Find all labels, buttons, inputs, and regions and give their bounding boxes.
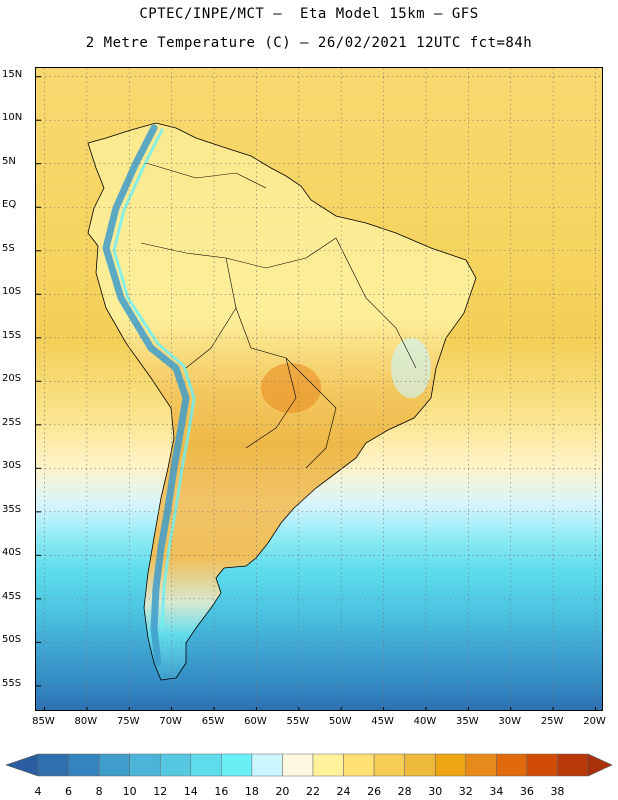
colorbar-swatch	[434, 753, 467, 777]
andes-cold-band	[102, 124, 190, 667]
colorbar-swatch	[37, 753, 69, 777]
lon-label: 50W	[328, 716, 352, 727]
colorbar-swatch	[282, 753, 314, 777]
colorbar-label: 28	[397, 785, 412, 798]
colorbar-label: 32	[458, 785, 473, 798]
colorbar-label: 24	[336, 785, 351, 798]
colorbar-swatch	[98, 753, 130, 777]
lon-label: 45W	[371, 716, 394, 727]
lat-label: 15S	[2, 329, 22, 341]
lat-label: 5N	[2, 155, 16, 167]
lon-label: 30W	[498, 716, 522, 727]
colorbar-label: 10	[122, 785, 137, 798]
colorbar-label: 12	[153, 785, 168, 798]
lat-label: 40S	[2, 547, 22, 559]
lat-label: EQ	[2, 199, 17, 211]
colorbar-label: 6	[65, 785, 73, 798]
colorbar-swatch	[129, 753, 161, 777]
colorbar-swatch	[68, 753, 100, 777]
map-title: CPTEC/INPE/MCT – Eta Model 15km – GFS	[139, 6, 479, 22]
temperature-map	[35, 67, 603, 711]
lat-label: 50S	[2, 634, 22, 646]
lat-label: 5S	[2, 242, 15, 254]
colorbar-label: 18	[244, 785, 259, 798]
lon-label: 70W	[159, 716, 182, 727]
se-brazil-cool-patch	[391, 338, 431, 398]
lon-label: 20W	[583, 716, 606, 727]
lon-label: 55W	[286, 716, 310, 727]
colorbar-low-arrow	[5, 753, 39, 777]
colorbar-swatch	[343, 753, 375, 777]
central-hot-spot	[261, 363, 321, 413]
colorbar	[5, 753, 613, 777]
colorbar-swatch	[312, 753, 344, 777]
lat-label: 55S	[2, 677, 22, 689]
colorbar-swatch	[251, 753, 283, 777]
colorbar-swatch	[404, 753, 436, 777]
colorbar-swatch	[526, 753, 558, 777]
colorbar-swatch	[557, 753, 589, 777]
colorbar-swatch	[373, 753, 405, 777]
lon-label: 85W	[32, 716, 55, 727]
lat-label: 30S	[2, 460, 22, 472]
colorbar-label: 30	[428, 785, 443, 798]
colorbar-high-arrow	[587, 753, 613, 777]
map-subtitle: 2 Metre Temperature (C) – 26/02/2021 12U…	[85, 35, 533, 51]
colorbar-label: 14	[183, 785, 198, 798]
colorbar-swatch	[190, 753, 222, 777]
colorbar-label: 34	[489, 785, 504, 798]
colorbar-label: 36	[519, 785, 534, 798]
lon-label: 60W	[244, 716, 267, 727]
colorbar-label: 8	[95, 785, 103, 798]
colorbar-label: 16	[214, 785, 229, 798]
colorbar-label: 4	[34, 785, 42, 798]
lon-label: 35W	[456, 716, 479, 727]
lat-label: 25S	[2, 416, 22, 428]
colorbar-swatch	[465, 753, 497, 777]
lat-label: 10S	[2, 286, 22, 298]
lat-label: 20S	[2, 373, 22, 385]
lon-label: 25W	[540, 716, 564, 727]
colorbar-label: 38	[550, 785, 565, 798]
lat-label: 10N	[2, 112, 23, 124]
lon-label: 80W	[74, 716, 98, 727]
colorbar-swatch	[221, 753, 253, 777]
colorbar-label: 26	[367, 785, 382, 798]
country-borders	[140, 162, 417, 469]
andes-cool-fringe	[112, 128, 196, 630]
lat-label: 15N	[2, 68, 23, 80]
colorbar-label: 20	[275, 785, 290, 798]
lat-label: 45S	[2, 590, 22, 602]
colorbar-label: 22	[306, 785, 320, 798]
lat-label: 35S	[2, 503, 22, 515]
colorbar-swatch	[159, 753, 192, 777]
lon-label: 65W	[201, 716, 225, 727]
lon-label: 40W	[413, 716, 437, 727]
colorbar-swatch	[496, 753, 528, 777]
lon-label: 75W	[116, 716, 140, 727]
